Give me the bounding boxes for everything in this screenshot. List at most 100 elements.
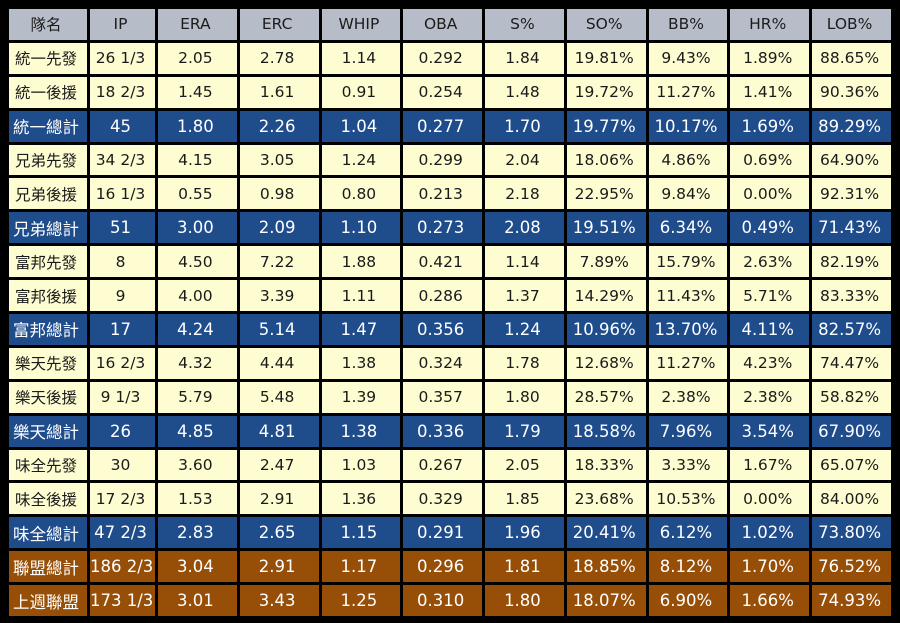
hr-pct-cell: 3.54% xyxy=(730,415,810,447)
ip-cell: 186 2/3 xyxy=(90,551,155,583)
last-week-league-row: 上週聯盟 173 1/3 3.01 3.43 1.25 0.310 1.80 18.07% 6.… xyxy=(9,585,891,617)
table-row: 樂天後援 9 1/3 5.79 5.48 1.39 0.357 1.80 28.57% 2.38… xyxy=(9,381,891,413)
team-cell: 富邦後援 xyxy=(9,280,87,312)
lob-pct-cell: 74.47% xyxy=(812,347,891,379)
whip-cell: 1.47 xyxy=(321,314,401,345)
team-cell: 樂天總計 xyxy=(9,415,87,447)
so-pct-cell: 10.96% xyxy=(566,314,646,345)
s-pct-cell: 1.85 xyxy=(485,483,564,515)
hr-pct-cell: 1.70% xyxy=(730,551,810,583)
ip-cell: 9 xyxy=(90,280,155,312)
bb-pct-cell: 15.79% xyxy=(648,246,728,278)
s-pct-cell: 2.18 xyxy=(485,178,564,210)
era-cell: 3.00 xyxy=(158,212,237,244)
s-pct-cell: 1.14 xyxy=(485,246,564,278)
hr-pct-cell: 2.63% xyxy=(730,246,810,278)
so-pct-cell: 19.77% xyxy=(566,110,646,142)
s-pct-cell: 1.96 xyxy=(485,517,564,549)
s-pct-cell: 1.37 xyxy=(485,280,564,312)
bb-pct-cell: 13.70% xyxy=(648,314,728,345)
whip-cell: 1.88 xyxy=(321,246,401,278)
oba-cell: 0.299 xyxy=(403,144,483,176)
team-total-row: 兄弟總計 51 3.00 2.09 1.10 0.273 2.08 19.51% 6.34% 0.… xyxy=(9,212,891,244)
erc-cell: 2.26 xyxy=(239,110,319,142)
table-row: 兄弟後援 16 1/3 0.55 0.98 0.80 0.213 2.18 22.95% 9.8… xyxy=(9,178,891,210)
era-cell: 3.01 xyxy=(158,585,237,617)
so-pct-cell: 19.51% xyxy=(566,212,646,244)
oba-cell: 0.329 xyxy=(403,483,483,515)
hr-pct-cell: 0.00% xyxy=(730,483,810,515)
team-cell: 兄弟先發 xyxy=(9,144,87,176)
ip-cell: 26 xyxy=(90,415,155,447)
lob-pct-cell: 82.57% xyxy=(812,314,891,345)
team-cell: 兄弟總計 xyxy=(9,212,87,244)
league-total-row: 聯盟總計 186 2/3 3.04 2.91 1.17 0.296 1.81 18.85% 8.… xyxy=(9,551,891,583)
bb-pct-cell: 11.27% xyxy=(648,347,728,379)
stats-body: 統一先發 26 1/3 2.05 2.78 1.14 0.292 1.84 19.81% 9.4… xyxy=(9,42,891,617)
so-pct-cell: 20.41% xyxy=(566,517,646,549)
bb-pct-cell: 8.12% xyxy=(648,551,728,583)
so-pct-cell: 23.68% xyxy=(566,483,646,515)
s-pct-cell: 2.04 xyxy=(485,144,564,176)
s-pct-cell: 2.05 xyxy=(485,449,564,481)
bb-pct-cell: 6.34% xyxy=(648,212,728,244)
whip-cell: 0.80 xyxy=(321,178,401,210)
oba-cell: 0.291 xyxy=(403,517,483,549)
lob-pct-cell: 67.90% xyxy=(812,415,891,447)
table-row: 樂天先發 16 2/3 4.32 4.44 1.38 0.324 1.78 12.68% 11.… xyxy=(9,347,891,379)
so-pct-cell: 22.95% xyxy=(566,178,646,210)
erc-cell: 4.81 xyxy=(239,415,319,447)
so-pct-cell: 19.72% xyxy=(566,76,646,108)
lob-pct-cell: 65.07% xyxy=(812,449,891,481)
lob-pct-cell: 90.36% xyxy=(812,76,891,108)
team-cell: 聯盟總計 xyxy=(9,551,87,583)
era-cell: 4.00 xyxy=(158,280,237,312)
hr-pct-cell: 4.11% xyxy=(730,314,810,345)
hr-pct-cell: 4.23% xyxy=(730,347,810,379)
header-ip: IP xyxy=(90,9,155,40)
era-cell: 4.15 xyxy=(158,144,237,176)
erc-cell: 7.22 xyxy=(239,246,319,278)
lob-pct-cell: 58.82% xyxy=(812,381,891,413)
header-bb-pct: BB% xyxy=(648,9,728,40)
so-pct-cell: 18.07% xyxy=(566,585,646,617)
oba-cell: 0.292 xyxy=(403,42,483,74)
oba-cell: 0.273 xyxy=(403,212,483,244)
ip-cell: 8 xyxy=(90,246,155,278)
hr-pct-cell: 5.71% xyxy=(730,280,810,312)
era-cell: 1.80 xyxy=(158,110,237,142)
header-erc: ERC xyxy=(239,9,319,40)
ip-cell: 45 xyxy=(90,110,155,142)
oba-cell: 0.356 xyxy=(403,314,483,345)
ip-cell: 17 xyxy=(90,314,155,345)
lob-pct-cell: 84.00% xyxy=(812,483,891,515)
bb-pct-cell: 3.33% xyxy=(648,449,728,481)
s-pct-cell: 2.08 xyxy=(485,212,564,244)
ip-cell: 34 2/3 xyxy=(90,144,155,176)
team-cell: 味全後援 xyxy=(9,483,87,515)
lob-pct-cell: 88.65% xyxy=(812,42,891,74)
lob-pct-cell: 76.52% xyxy=(812,551,891,583)
era-cell: 2.05 xyxy=(158,42,237,74)
table-row: 富邦先發 8 4.50 7.22 1.88 0.421 1.14 7.89% 15.79% 2.6… xyxy=(9,246,891,278)
header-oba: OBA xyxy=(403,9,483,40)
bb-pct-cell: 6.90% xyxy=(648,585,728,617)
s-pct-cell: 1.70 xyxy=(485,110,564,142)
hr-pct-cell: 0.00% xyxy=(730,178,810,210)
erc-cell: 5.14 xyxy=(239,314,319,345)
team-cell: 樂天先發 xyxy=(9,347,87,379)
whip-cell: 1.03 xyxy=(321,449,401,481)
so-pct-cell: 18.85% xyxy=(566,551,646,583)
team-total-row: 統一總計 45 1.80 2.26 1.04 0.277 1.70 19.77% 10.17% 1… xyxy=(9,110,891,142)
ip-cell: 17 2/3 xyxy=(90,483,155,515)
oba-cell: 0.324 xyxy=(403,347,483,379)
lob-pct-cell: 74.93% xyxy=(812,585,891,617)
table-row: 兄弟先發 34 2/3 4.15 3.05 1.24 0.299 2.04 18.06% 4.8… xyxy=(9,144,891,176)
lob-pct-cell: 83.33% xyxy=(812,280,891,312)
team-cell: 統一總計 xyxy=(9,110,87,142)
ip-cell: 47 2/3 xyxy=(90,517,155,549)
ip-cell: 51 xyxy=(90,212,155,244)
erc-cell: 2.65 xyxy=(239,517,319,549)
whip-cell: 1.15 xyxy=(321,517,401,549)
whip-cell: 0.91 xyxy=(321,76,401,108)
